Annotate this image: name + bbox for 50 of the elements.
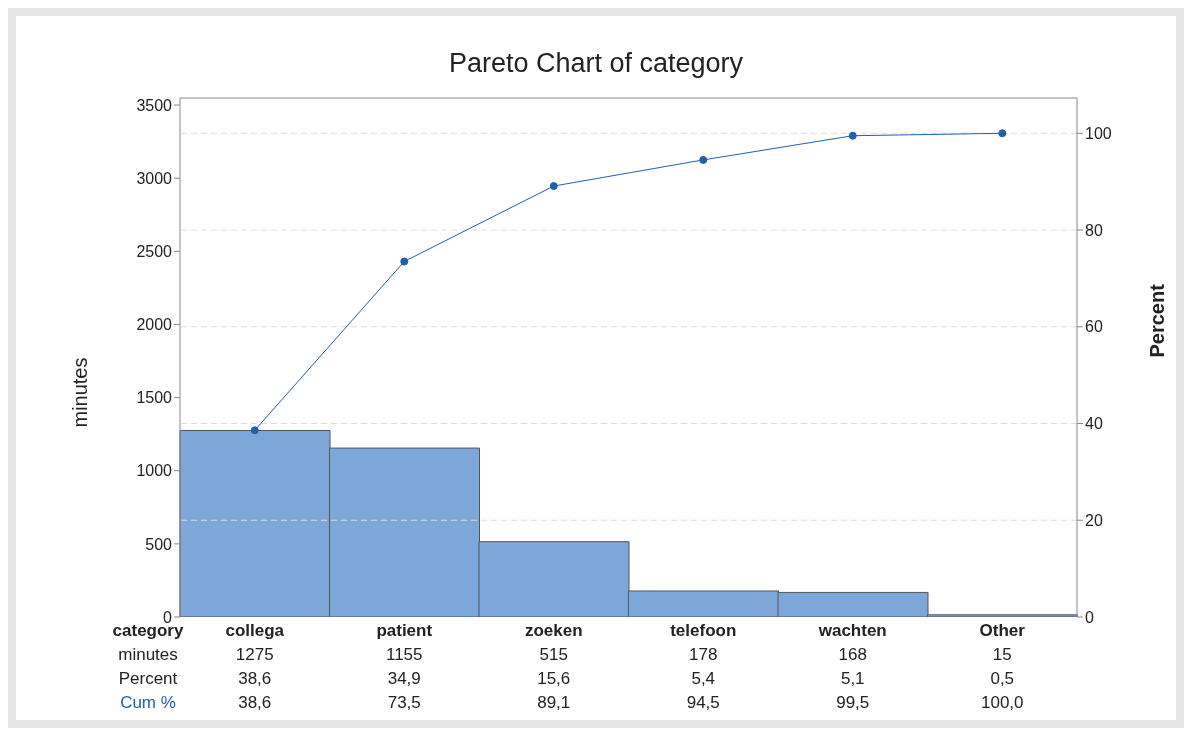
y-tick-label: 500 bbox=[145, 535, 173, 553]
y2-axis-title: Percent bbox=[1146, 283, 1169, 358]
y2-tick-label: 100 bbox=[1085, 124, 1112, 142]
y2-tick-label: 60 bbox=[1085, 318, 1103, 336]
y2-tick-label: 0 bbox=[1085, 608, 1094, 626]
y2-tick-label: 20 bbox=[1085, 511, 1103, 529]
data-label: 99,5 bbox=[835, 693, 871, 713]
y-tick-label: 2500 bbox=[136, 242, 173, 260]
data-label: 515 bbox=[538, 645, 569, 665]
x-tick-label: zoeken bbox=[523, 621, 584, 641]
data-label: 38,6 bbox=[237, 693, 273, 713]
point bbox=[699, 155, 708, 164]
y-tick-label: 1000 bbox=[136, 462, 173, 480]
text: 0,5 bbox=[989, 669, 1016, 689]
text: Percent bbox=[118, 669, 178, 688]
y-tick-label: 0 bbox=[163, 608, 173, 626]
y2-tick-label: 40 bbox=[1085, 415, 1103, 433]
text: 5,4 bbox=[690, 669, 717, 689]
x-tick-label: wachten bbox=[817, 621, 888, 641]
text: 34,9 bbox=[386, 669, 422, 689]
data-label: 1275 bbox=[235, 645, 274, 664]
series-label: minutes bbox=[118, 645, 178, 664]
y2-tick-label: 80 bbox=[1085, 221, 1103, 239]
data-label: 1155 bbox=[384, 645, 424, 665]
data-label: 168 bbox=[837, 645, 868, 665]
data-label: 100,0 bbox=[979, 693, 1025, 713]
data-label: 178 bbox=[688, 645, 719, 665]
text: 5,1 bbox=[839, 669, 866, 689]
text: 38,6 bbox=[238, 669, 272, 688]
text: 15,6 bbox=[536, 669, 572, 689]
y-tick-label: 2000 bbox=[136, 316, 173, 334]
data-label: 15 bbox=[991, 645, 1013, 665]
point bbox=[998, 129, 1007, 138]
y-tick-label: 1500 bbox=[136, 389, 173, 407]
point bbox=[250, 426, 259, 435]
data-label: 89,1 bbox=[536, 693, 572, 713]
point bbox=[549, 182, 558, 191]
data-label: 73,5 bbox=[386, 693, 422, 713]
chart-title: Pareto Chart of category bbox=[447, 48, 745, 79]
y-tick-label: 3000 bbox=[136, 169, 173, 187]
point bbox=[400, 257, 409, 266]
x-tick-label: patient bbox=[375, 621, 434, 641]
point bbox=[848, 131, 857, 140]
text: Cum % bbox=[120, 693, 176, 712]
x-tick-label: Other bbox=[978, 621, 1026, 641]
y-tick-label: 3500 bbox=[136, 96, 173, 114]
y-axis-title: minutes bbox=[69, 357, 92, 428]
x-tick-label: telefoon bbox=[669, 621, 738, 641]
x-tick-label: collega bbox=[225, 621, 285, 640]
data-label: 94,5 bbox=[685, 693, 721, 713]
